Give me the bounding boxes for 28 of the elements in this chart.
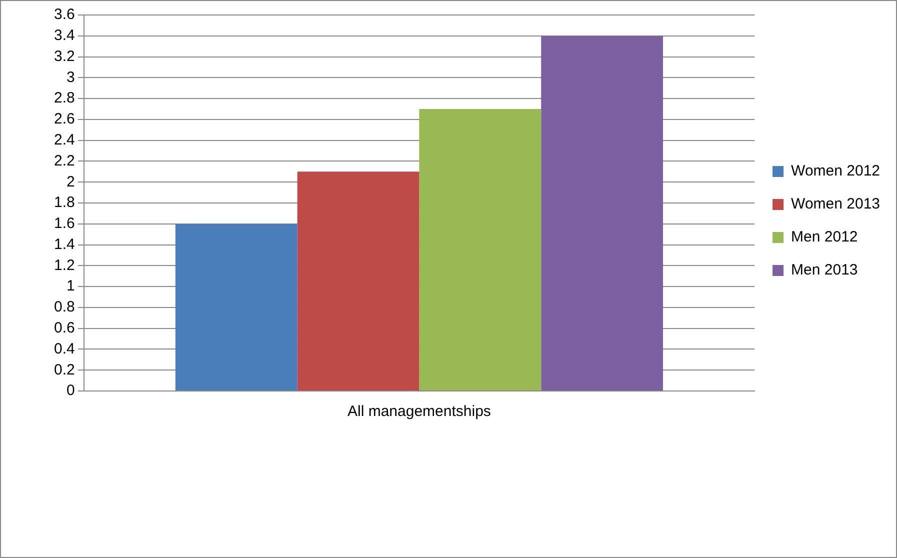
y-tick-label: 3	[66, 68, 75, 86]
y-tick-label: 0.4	[54, 340, 75, 358]
y-tick-label: 3.2	[54, 48, 75, 65]
legend-label: Men 2012	[791, 228, 858, 246]
y-tick-label: 2.6	[54, 110, 75, 128]
bar	[419, 109, 542, 390]
y-tick-label: 1.2	[54, 256, 75, 274]
y-tick-label: 0.2	[54, 361, 75, 378]
y-tick-label: 2.4	[54, 131, 75, 148]
y-tick-label: 1.4	[54, 236, 75, 253]
x-tick-label: All managementships	[347, 403, 491, 420]
y-tick-label: 2	[66, 173, 75, 190]
y-tick-label: 0	[66, 382, 75, 400]
y-tick-label: 0.8	[54, 298, 75, 316]
y-tick-label: 2.8	[54, 90, 75, 107]
y-tick-label: 3.4	[54, 27, 75, 44]
y-tick-label: 3.6	[54, 6, 75, 24]
bar	[541, 36, 664, 390]
legend-label: Women 2012	[791, 162, 880, 180]
y-tick-label: 1.6	[54, 215, 75, 232]
legend-label: Men 2013	[791, 262, 858, 279]
bar	[297, 172, 420, 390]
y-tick-label: 1.8	[54, 194, 75, 212]
bar	[175, 224, 298, 390]
y-tick-label: 1	[66, 278, 75, 295]
y-tick-label: 0.6	[54, 319, 75, 336]
legend-label: Women 2013	[791, 196, 880, 213]
y-tick-label: 2.2	[54, 152, 75, 170]
